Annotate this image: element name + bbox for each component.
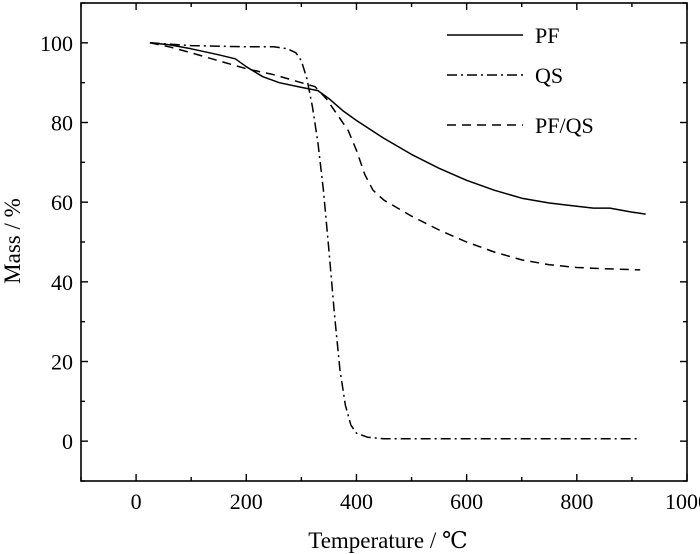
series-pf-line (149, 42, 646, 215)
y-tick-label: 40 (51, 270, 73, 295)
legend-label: PF (535, 23, 559, 48)
series-pf-qs-line (149, 42, 641, 271)
plot-area-border (80, 2, 688, 482)
legend-label: QS (535, 63, 563, 88)
series-qs-line (149, 42, 638, 440)
series-group (149, 42, 646, 440)
x-tick-label: 600 (450, 489, 483, 514)
legend-label: PF/QS (535, 113, 594, 138)
x-tick-label: 200 (230, 489, 263, 514)
y-tick-label: 60 (51, 190, 73, 215)
y-tick-label: 100 (40, 31, 73, 56)
plot-frame (80, 2, 688, 482)
y-axis-title: Mass / % (0, 198, 25, 284)
x-axis-title: Temperature / ℃ (308, 528, 468, 553)
legend: PF QS PF/QS (447, 23, 594, 138)
x-tick-label: 0 (131, 489, 142, 514)
x-tick-label: 800 (560, 489, 593, 514)
y-tick-label: 20 (51, 350, 73, 375)
x-tick-label: 400 (340, 489, 373, 514)
y-tick-label: 80 (51, 111, 73, 136)
y-tick-label: 0 (62, 429, 73, 454)
